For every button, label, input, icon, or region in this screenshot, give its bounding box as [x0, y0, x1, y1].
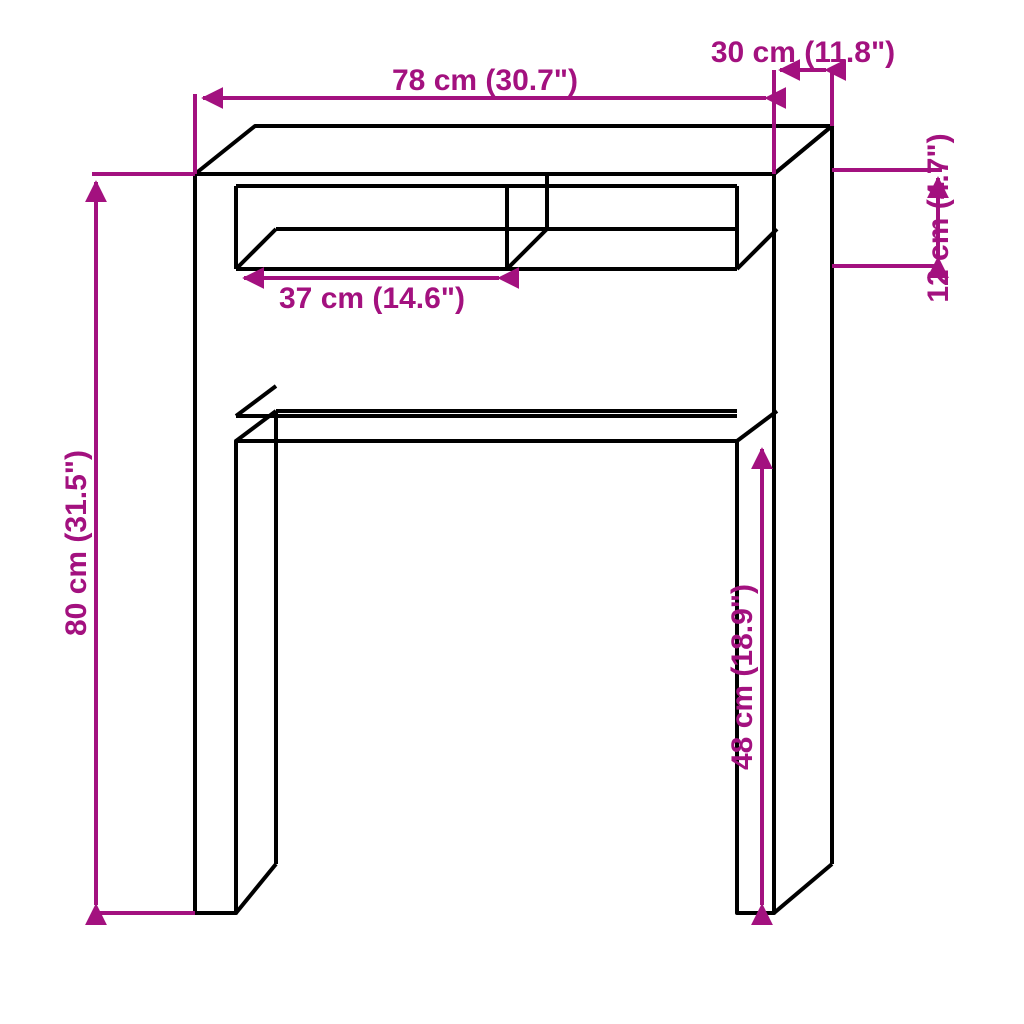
top-slab [195, 126, 832, 174]
dim-shelfw-label: 37 cm (14.6") [279, 282, 465, 315]
dim-height-label: 80 cm (31.5") [60, 450, 93, 636]
dim-open-label: 48 cm (18.9") [726, 584, 759, 770]
shelf-diag-l [236, 229, 276, 269]
divider-diag [507, 229, 547, 269]
left-leg-inner-bottom-diag [236, 864, 276, 913]
open-top-diag-r-hidden [737, 411, 777, 441]
top-right-edge [774, 126, 832, 174]
dim-shelfh-label: 12 cm (4.7") [922, 133, 955, 302]
dim-width-label: 78 cm (30.7") [392, 64, 578, 97]
right-bottom-diag [774, 864, 832, 913]
dim-depth-label: 30 cm (11.8") [711, 36, 895, 69]
shelf-diag-r-hidden [737, 229, 777, 269]
apron-diag-l [236, 386, 276, 416]
